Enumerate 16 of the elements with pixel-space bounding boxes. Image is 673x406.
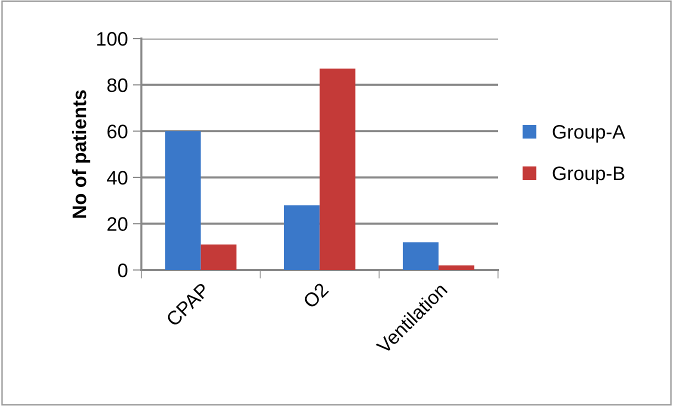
- y-tick-label: 60: [107, 124, 128, 138]
- y-tick-label: 80: [107, 78, 128, 92]
- legend-label: Group-B: [552, 166, 624, 184]
- bar: [438, 265, 474, 270]
- legend-label: Group-A: [552, 125, 626, 143]
- y-tick-label: 20: [107, 217, 128, 231]
- bar: [320, 68, 356, 270]
- bar: [200, 244, 236, 270]
- x-tick-label: O2: [302, 282, 330, 309]
- bar: [165, 131, 201, 270]
- y-axis-title: No of patients: [72, 90, 90, 218]
- y-tick-label: 40: [106, 170, 128, 185]
- bar: [402, 242, 439, 270]
- y-tick-label: 100: [97, 32, 128, 46]
- bar: [284, 205, 320, 270]
- y-tick-label: 0: [118, 263, 128, 278]
